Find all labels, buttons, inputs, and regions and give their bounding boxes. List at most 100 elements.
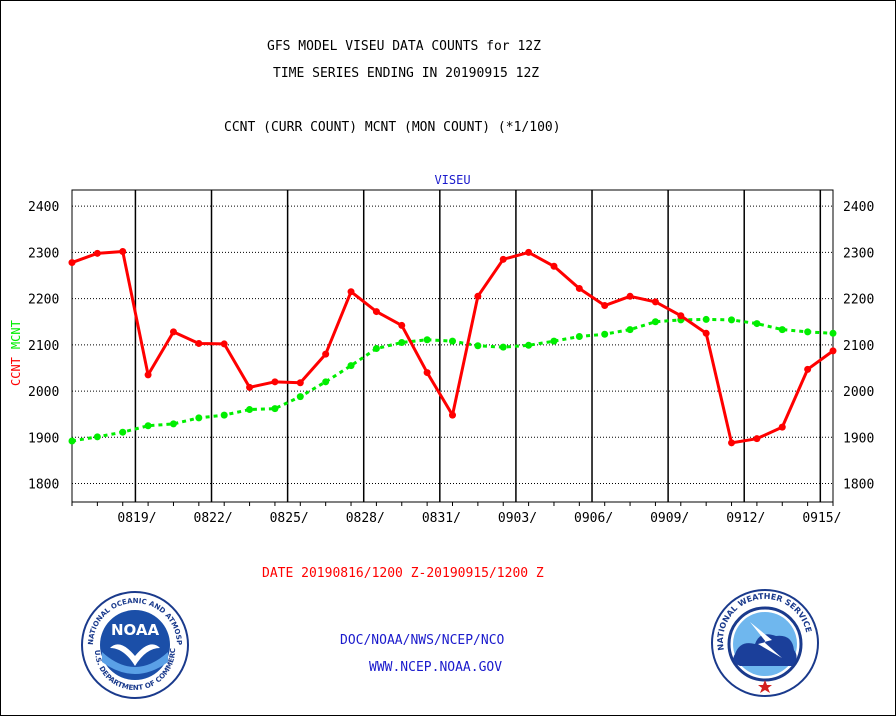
x-tick-label: 0903/ [498, 511, 537, 526]
data-point-ccnt [449, 411, 456, 419]
data-point-ccnt [220, 340, 228, 348]
data-point-ccnt [525, 248, 533, 256]
data-point-ccnt [347, 288, 355, 296]
y-tick-label-right: 2100 [843, 339, 874, 354]
plot-frame [71, 189, 834, 503]
x-tick-label: 0819/ [117, 511, 156, 526]
data-point-mcnt [296, 393, 304, 401]
noaa-center-text: NOAA [111, 621, 160, 639]
x-tick-label: 0825/ [270, 511, 309, 526]
data-point-ccnt [804, 365, 812, 373]
nws-logo: NATIONAL WEATHER SERVICE [711, 589, 819, 697]
data-point-mcnt [449, 337, 456, 345]
data-point-mcnt [246, 406, 254, 414]
data-point-mcnt [753, 320, 761, 328]
x-tick-label: 0831/ [422, 511, 461, 526]
data-point-ccnt [550, 262, 558, 270]
data-point-ccnt [68, 259, 76, 267]
data-point-mcnt [398, 339, 406, 347]
y-axis-label-mcnt: MCNT [9, 320, 23, 349]
data-point-mcnt [550, 337, 558, 345]
x-tick-label: 0909/ [650, 511, 689, 526]
data-point-ccnt [119, 247, 127, 255]
data-point-ccnt [372, 308, 380, 316]
data-point-ccnt [169, 328, 177, 336]
x-tick-label: 0906/ [574, 511, 613, 526]
data-point-ccnt [322, 350, 330, 358]
data-point-ccnt [423, 369, 431, 377]
data-point-ccnt [195, 339, 203, 347]
data-point-mcnt [778, 326, 786, 334]
data-point-mcnt [423, 336, 431, 344]
x-tick-label: 0915/ [802, 511, 841, 526]
y-tick-label-right: 2300 [843, 246, 874, 261]
data-point-mcnt [626, 326, 634, 334]
data-point-mcnt [347, 362, 355, 370]
data-point-ccnt [144, 371, 152, 379]
y-tick-label-left: 2000 [28, 385, 59, 400]
data-point-ccnt [246, 383, 254, 391]
y-tick-label-right: 2000 [843, 385, 874, 400]
data-point-mcnt [804, 328, 812, 336]
data-point-mcnt [271, 405, 279, 413]
data-point-mcnt [575, 333, 583, 341]
data-point-ccnt [271, 378, 279, 386]
data-point-ccnt [499, 255, 507, 263]
data-point-ccnt [93, 249, 101, 257]
x-tick-label: 0822/ [194, 511, 233, 526]
x-tick-label: 0828/ [346, 511, 385, 526]
data-point-ccnt [651, 298, 659, 306]
noaa-logo: NATIONAL OCEANIC AND ATMOSPHERIC ADMINIS… [80, 590, 189, 699]
y-axis-label-ccnt: CCNT [9, 357, 23, 386]
chart-subtitle: CCNT (CURR COUNT) MCNT (MON COUNT) (*1/1… [224, 120, 561, 135]
data-point-mcnt [728, 316, 736, 324]
footer-agency: DOC/NOAA/NWS/NCEP/NCO [340, 633, 505, 648]
data-point-ccnt [829, 347, 837, 355]
data-point-mcnt [499, 343, 507, 351]
data-point-mcnt [702, 315, 710, 323]
data-point-ccnt [702, 329, 710, 337]
y-axis-label: CCNT MCNT [9, 320, 23, 386]
y-tick-label-right: 1800 [843, 478, 874, 493]
data-point-ccnt [296, 379, 304, 387]
data-point-mcnt [322, 378, 330, 386]
data-point-mcnt [119, 428, 127, 436]
data-point-ccnt [753, 435, 761, 443]
data-point-ccnt [398, 321, 406, 329]
y-tick-label-right: 2200 [843, 293, 874, 308]
y-tick-label-right: 1900 [843, 431, 874, 446]
y-tick-label-left: 2200 [28, 293, 59, 308]
y-tick-label-left: 1800 [28, 478, 59, 493]
footer-date-range: DATE 20190816/1200 Z-20190915/1200 Z [262, 566, 544, 581]
data-point-mcnt [474, 342, 482, 350]
data-point-mcnt [651, 318, 659, 326]
chart-title-line1: GFS MODEL VISEU DATA COUNTS for 12Z [267, 39, 541, 54]
data-point-mcnt [601, 330, 609, 338]
data-point-ccnt [575, 284, 583, 292]
footer-website: WWW.NCEP.NOAA.GOV [369, 660, 503, 675]
data-point-mcnt [144, 422, 152, 430]
x-tick-label: 0912/ [726, 511, 765, 526]
data-point-mcnt [68, 437, 76, 445]
data-point-mcnt [372, 345, 380, 353]
y-tick-label-left: 2100 [28, 339, 59, 354]
y-tick-label-left: 1900 [28, 431, 59, 446]
y-tick-label-left: 2300 [28, 246, 59, 261]
data-point-ccnt [778, 423, 786, 431]
data-point-mcnt [195, 414, 203, 422]
data-point-ccnt [677, 312, 685, 320]
data-point-ccnt [728, 439, 736, 447]
data-point-mcnt [525, 341, 533, 349]
data-point-ccnt [474, 292, 482, 300]
data-point-ccnt [601, 302, 609, 310]
data-point-mcnt [169, 420, 177, 428]
data-point-ccnt [626, 292, 634, 300]
data-point-mcnt [220, 411, 228, 419]
data-point-mcnt [93, 433, 101, 441]
y-tick-label-left: 2400 [28, 200, 59, 215]
plot-title: VISEU [434, 173, 470, 187]
y-tick-label-right: 2400 [843, 200, 874, 215]
data-point-mcnt [829, 329, 837, 337]
chart-title-line2: TIME SERIES ENDING IN 20190915 12Z [273, 66, 540, 81]
